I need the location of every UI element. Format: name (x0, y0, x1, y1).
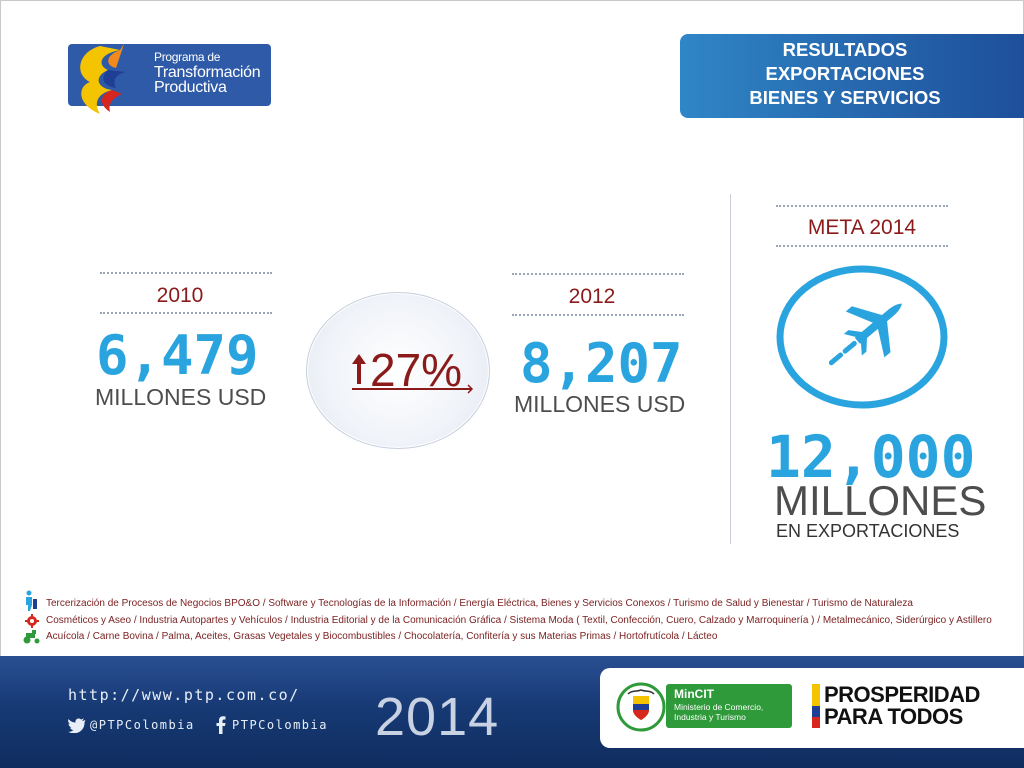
growth-circle (306, 292, 490, 449)
ptp-swirl-icon (80, 44, 126, 114)
growth-percentage: 27% (370, 344, 463, 396)
logo-line-2: Transformación (154, 64, 261, 81)
goal-unit: MILLONES (774, 477, 987, 524)
prosperidad-line-2: PARA TODOS (824, 704, 963, 729)
colombia-flag-stripe (812, 684, 820, 728)
divider-2012-bottom (512, 314, 684, 316)
mincit-line-2: Industria y Turismo (674, 712, 746, 722)
airplane-icon (776, 265, 948, 409)
title-line-3: BIENES Y SERVICIOS (749, 87, 941, 108)
footer-year: 2014 (375, 687, 500, 747)
unit-2012: MILLONES USD (514, 391, 686, 417)
title-banner: RESULTADOS EXPORTACIONES BIENES Y SERVIC… (680, 34, 1024, 118)
prosperidad-line-1: PROSPERIDAD (824, 682, 980, 707)
year-2012-label: 2012 (568, 285, 616, 308)
website-link[interactable]: http://www.ptp.com.co/ (68, 686, 300, 704)
twitter-icon (68, 718, 86, 733)
twitter-handle[interactable]: @PTPColombia (90, 718, 195, 732)
goal-subtitle: EN EXPORTACIONES (776, 521, 960, 541)
facebook-handle[interactable]: PTPColombia (232, 718, 328, 732)
growth-underline (352, 388, 472, 390)
goal-value: 12,000 (766, 423, 976, 491)
prosperidad-logo: PROSPERIDAD PARA TODOS (824, 684, 980, 728)
colombia-coat-of-arms-icon (616, 682, 666, 732)
arrow-up-icon (352, 354, 366, 384)
tractor-icon (23, 630, 40, 644)
value-2012: 8,207 (520, 332, 683, 395)
mincit-name: MinCIT (674, 687, 714, 701)
footer-bar: http://www.ptp.com.co/ @PTPColombia PTPC… (0, 656, 1024, 768)
goal-label: META 2014 (807, 216, 917, 239)
divider-2012-top (512, 273, 684, 275)
logo-text: Programa de Transformación Productiva (154, 50, 261, 96)
mincit-line-1: Ministerio de Comercio, (674, 702, 764, 712)
logo-line-3: Productiva (154, 79, 227, 96)
unit-2010: MILLONES USD (95, 384, 267, 410)
mincit-logo: MinCIT Ministerio de Comercio, Industria… (666, 684, 792, 728)
government-logos-panel: MinCIT Ministerio de Comercio, Industria… (600, 668, 1024, 748)
page-title: RESULTADOS EXPORTACIONES BIENES Y SERVIC… (680, 38, 1010, 110)
divider-goal-bottom (776, 245, 948, 247)
vertical-divider (730, 194, 731, 544)
gear-icon (25, 614, 39, 628)
logo-line-1: Programa de (154, 50, 221, 64)
sector-line-manufacturing: Cosméticos y Aseo / Industria Autopartes… (46, 615, 992, 626)
divider-goal-top (776, 205, 948, 207)
ptp-logo: Programa de Transformación Productiva (68, 44, 271, 114)
divider-2010-top (100, 272, 272, 274)
facebook-icon (216, 716, 226, 734)
mincit-subtitle: Ministerio de Comercio, Industria y Turi… (674, 702, 763, 722)
year-2010-label: 2010 (156, 284, 204, 307)
sector-line-services: Tercerización de Procesos de Negocios BP… (46, 598, 913, 609)
sector-line-agro: Acuícola / Carne Bovina / Palma, Aceites… (46, 631, 718, 642)
person-icon (26, 590, 37, 611)
title-line-2: EXPORTACIONES (765, 63, 925, 84)
arrow-right-icon (462, 384, 474, 394)
title-line-1: RESULTADOS (782, 39, 908, 60)
value-2010: 6,479 (96, 324, 259, 387)
divider-2010-bottom (100, 312, 272, 314)
